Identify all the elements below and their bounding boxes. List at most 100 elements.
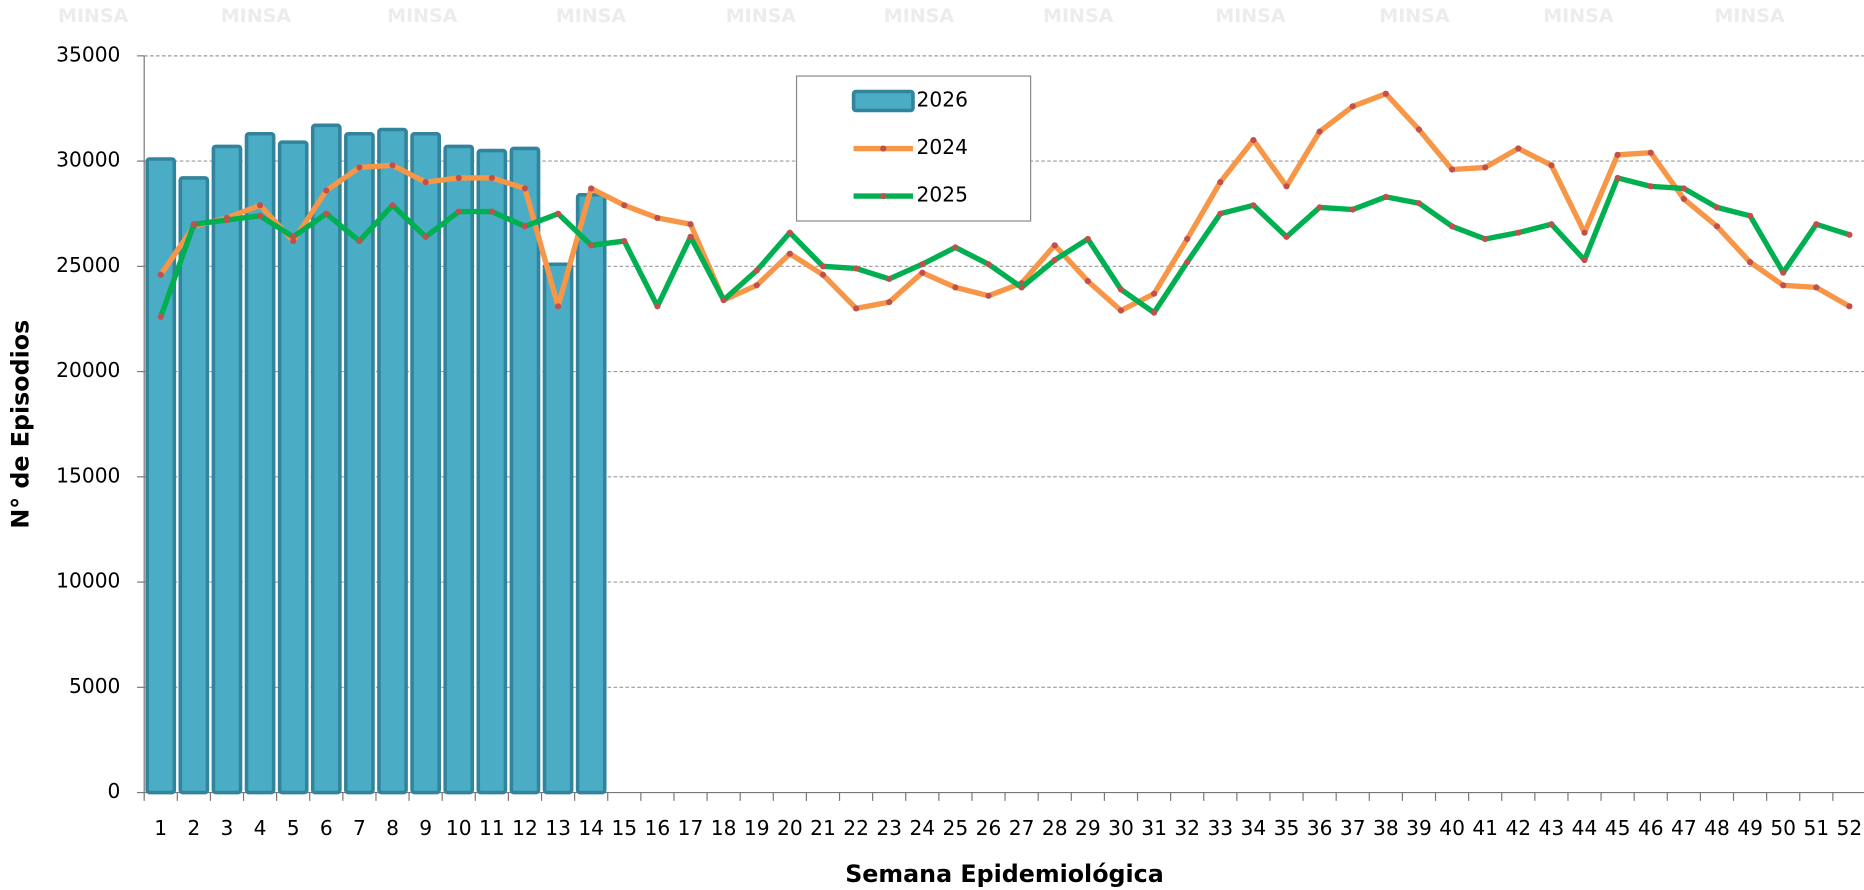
y-tick-label: 15000 <box>56 463 120 487</box>
x-tick-label: 19 <box>744 816 770 840</box>
y-tick-label: 10000 <box>56 569 120 593</box>
line-marker <box>1250 202 1257 209</box>
x-tick-label: 40 <box>1439 816 1465 840</box>
watermark: MINSA <box>1714 5 1785 27</box>
bar <box>377 127 408 795</box>
watermark: MINSA <box>1543 5 1614 27</box>
line-marker <box>819 263 827 270</box>
line-marker <box>919 269 926 276</box>
legend-label: 2025 <box>917 183 968 207</box>
x-tick-label: 46 <box>1638 816 1664 840</box>
y-tick-label: 5000 <box>69 674 120 698</box>
line-marker <box>488 208 495 215</box>
line-marker <box>1448 166 1456 173</box>
line-marker <box>819 271 827 278</box>
x-tick-label: 17 <box>678 816 704 840</box>
x-tick-label: 12 <box>512 816 538 840</box>
line-marker <box>1349 103 1356 110</box>
bar <box>410 131 441 795</box>
line-marker <box>521 223 529 230</box>
bar <box>542 262 574 795</box>
x-tick-label: 8 <box>386 816 399 840</box>
line-marker <box>356 164 363 171</box>
watermark: MINSA <box>387 5 458 27</box>
x-tick-label: 48 <box>1704 816 1730 840</box>
legend-label: 2024 <box>917 135 968 159</box>
x-tick-label: 16 <box>645 816 671 840</box>
line-marker <box>1382 90 1389 97</box>
line-marker <box>985 292 992 299</box>
watermark: MINSA <box>58 5 129 27</box>
line-marker <box>1150 309 1158 316</box>
line-marker <box>256 212 264 219</box>
line-marker <box>1150 290 1158 297</box>
line-marker <box>1349 206 1356 213</box>
line-marker <box>1614 174 1621 182</box>
x-tick-label: 21 <box>810 816 836 840</box>
x-tick-label: 39 <box>1406 816 1432 840</box>
x-tick-label: 44 <box>1572 816 1598 840</box>
legend-swatch <box>851 89 915 113</box>
line-marker <box>1051 256 1058 264</box>
x-tick-label: 14 <box>578 816 604 840</box>
line-marker <box>554 210 562 217</box>
line-marker <box>1084 277 1091 285</box>
x-tick-label: 34 <box>1241 816 1267 840</box>
bar <box>178 176 210 795</box>
watermark: MINSA <box>556 5 627 27</box>
y-tick-label: 0 <box>108 779 121 803</box>
line-marker <box>1316 128 1323 135</box>
line-marker <box>1415 126 1423 133</box>
x-tick-label: 4 <box>254 816 267 840</box>
watermark: MINSA <box>221 5 292 27</box>
watermark: MINSA <box>726 5 797 27</box>
line-marker <box>1217 179 1224 186</box>
x-tick-label: 15 <box>611 816 637 840</box>
y-axis-title: N° de Episodios <box>6 320 34 529</box>
line-marker <box>1184 235 1191 243</box>
line-marker <box>554 303 562 310</box>
x-tick-label: 38 <box>1373 816 1399 840</box>
line-marker <box>323 210 330 217</box>
line-marker <box>1813 221 1820 228</box>
x-tick-label: 33 <box>1207 816 1233 840</box>
line-marker <box>1382 193 1389 200</box>
line-marker <box>1184 259 1191 266</box>
line-marker <box>356 237 363 245</box>
x-axis-title: Semana Epidemiológica <box>845 860 1164 888</box>
line-marker <box>1018 284 1025 291</box>
line <box>158 175 1851 318</box>
line-marker <box>1482 235 1489 243</box>
line-marker <box>1746 259 1754 266</box>
line-marker <box>1713 204 1721 211</box>
bar <box>145 157 177 795</box>
line-marker <box>256 202 264 209</box>
x-tick-label: 24 <box>909 816 935 840</box>
bar <box>575 192 607 795</box>
x-tick-label: 6 <box>320 816 333 840</box>
line-marker <box>654 303 661 310</box>
line-marker <box>588 242 595 249</box>
line-marker <box>753 267 760 274</box>
bar <box>277 140 309 795</box>
line-marker <box>786 229 793 236</box>
x-tick-label: 45 <box>1605 816 1631 840</box>
line-marker <box>1283 233 1290 240</box>
legend-marker <box>880 192 887 200</box>
line-marker <box>1647 149 1654 156</box>
line-marker <box>654 214 661 222</box>
x-tick-label: 2 <box>187 816 200 840</box>
line-marker <box>588 185 595 192</box>
line-marker <box>1515 229 1522 236</box>
line-marker <box>621 202 628 209</box>
x-tick-label: 35 <box>1274 816 1300 840</box>
line-marker <box>1846 231 1853 238</box>
x-tick-label: 13 <box>545 816 571 840</box>
line-marker <box>1051 242 1058 249</box>
watermark: MINSA <box>884 5 955 27</box>
line-marker <box>157 271 164 278</box>
x-tick-label: 29 <box>1075 816 1101 840</box>
line-marker <box>1316 204 1323 211</box>
x-tick-label: 5 <box>287 816 300 840</box>
